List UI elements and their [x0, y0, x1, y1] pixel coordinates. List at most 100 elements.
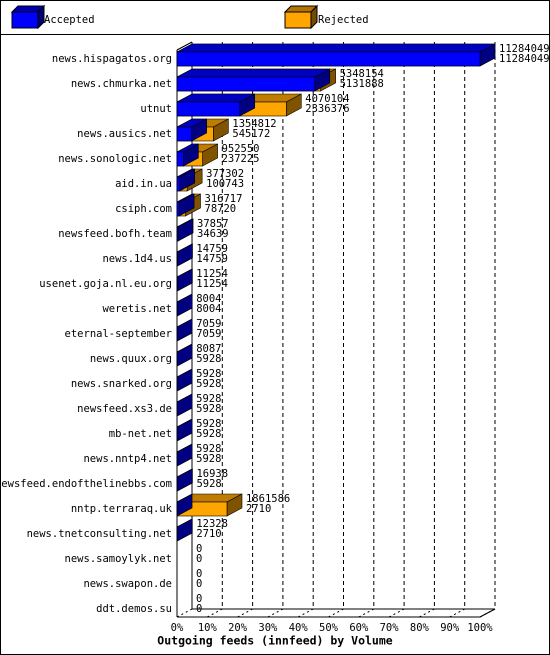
value-label: 16938 — [196, 468, 228, 480]
value-label: 8004 — [196, 303, 221, 315]
floor-right — [479, 608, 496, 618]
value-label: 5928 — [196, 453, 221, 465]
bar-front — [176, 51, 481, 67]
value-label: 11284049 — [499, 53, 550, 65]
y-tick-label: news.swapon.de — [83, 578, 172, 590]
chart-title: Outgoing feeds (innfeed) by Volume — [157, 634, 392, 648]
y-tick-label: news.quux.org — [90, 353, 172, 365]
value-label: 2710 — [196, 528, 221, 540]
x-tick-label: 80% — [410, 622, 430, 634]
y-tick-label: newsfeed.bofh.team — [58, 228, 172, 240]
value-label: 0 — [196, 578, 202, 590]
value-label: 5928 — [196, 418, 221, 430]
value-label: 11284049 — [499, 43, 550, 55]
value-label: 952550 — [222, 143, 260, 155]
y-tick-label: news.samoylyk.net — [65, 553, 172, 565]
value-label: 100743 — [206, 178, 244, 190]
legend-swatch — [11, 11, 39, 29]
value-label: 2710 — [246, 503, 271, 515]
value-label: 37857 — [197, 218, 229, 230]
value-label: 1861586 — [246, 493, 290, 505]
y-tick-label: newsfeed.xs3.de — [77, 403, 172, 415]
value-label: 377302 — [206, 168, 244, 180]
bar — [176, 218, 194, 242]
y-tick-label: news.sonologic.net — [58, 153, 172, 165]
bar — [176, 193, 195, 217]
y-tick-label: ddt.demos.su — [96, 603, 172, 615]
value-label: 5348154 — [340, 68, 384, 80]
value-label: 237225 — [222, 153, 260, 165]
y-tick-label: news.tnetconsulting.net — [27, 528, 172, 540]
y-tick-label: news.1d4.us — [102, 253, 172, 265]
bar — [176, 318, 193, 342]
bar — [176, 343, 193, 367]
y-tick-label: utnut — [140, 103, 172, 115]
y-tick-label: newsfeed.endofthelinebbs.com — [0, 478, 172, 490]
bar — [176, 518, 193, 542]
x-tick-label: 40% — [289, 622, 309, 634]
bar-front — [176, 201, 180, 217]
value-label: 545172 — [232, 128, 270, 140]
x-tick-label: 20% — [228, 622, 248, 634]
value-label: 0 — [196, 568, 202, 580]
y-tick-label: usenet.goja.nl.eu.org — [39, 278, 172, 290]
legend-swatch — [284, 11, 312, 29]
bar-front — [176, 176, 181, 192]
value-label: 5928 — [196, 443, 221, 455]
value-label: 5928 — [196, 378, 221, 390]
bar-front — [176, 226, 179, 242]
y-tick-label: aid.in.ua — [115, 178, 172, 190]
bar — [176, 118, 207, 142]
y-tick-label: weretis.net — [102, 303, 172, 315]
x-tick-label: 10% — [198, 622, 218, 634]
bar-front — [176, 76, 316, 92]
value-label: 8087 — [196, 343, 221, 355]
value-label: 7059 — [196, 328, 221, 340]
bar-top — [176, 68, 330, 78]
value-label: 5131888 — [340, 78, 384, 90]
value-label: 0 — [196, 603, 202, 615]
x-tick-label: 50% — [319, 622, 339, 634]
value-label: 0 — [196, 543, 202, 555]
x-tick-label: 0% — [171, 622, 184, 634]
bar-top — [176, 43, 496, 53]
bar-front — [176, 126, 192, 142]
value-label: 11254 — [196, 268, 228, 280]
value-label: 5928 — [196, 428, 221, 440]
x-tick-label: 70% — [380, 622, 400, 634]
axis-top-join — [176, 41, 193, 51]
x-tick-label: 60% — [349, 622, 369, 634]
bar — [176, 393, 193, 417]
bar — [176, 368, 193, 392]
y-tick-label: mb-net.net — [109, 428, 172, 440]
bar-front — [176, 101, 241, 117]
value-label: 7059 — [196, 318, 221, 330]
x-tick-label: 30% — [258, 622, 278, 634]
value-label: 14759 — [196, 243, 228, 255]
legend-label: Accepted — [44, 14, 95, 26]
bar — [176, 418, 193, 442]
bar-front — [176, 151, 184, 167]
value-label: 5928 — [196, 403, 221, 415]
y-tick-label: news.chmurka.net — [71, 78, 172, 90]
value-label: 34639 — [197, 228, 229, 240]
value-label: 0 — [196, 593, 202, 605]
y-tick-label: eternal-september — [65, 328, 172, 340]
bar — [176, 168, 196, 192]
value-label: 8004 — [196, 293, 221, 305]
value-label: 1354812 — [232, 118, 276, 130]
value-label: 5928 — [196, 368, 221, 380]
bar — [176, 293, 193, 317]
value-label: 0 — [196, 553, 202, 565]
value-label: 4070104 — [305, 93, 349, 105]
bar — [176, 243, 193, 267]
bar — [176, 268, 193, 292]
bar — [176, 93, 256, 117]
value-label: 12328 — [196, 518, 228, 530]
value-label: 14759 — [196, 253, 228, 265]
value-label: 5928 — [196, 353, 221, 365]
value-label: 5928 — [196, 393, 221, 405]
bar — [176, 443, 193, 467]
x-tick-label: 90% — [440, 622, 460, 634]
